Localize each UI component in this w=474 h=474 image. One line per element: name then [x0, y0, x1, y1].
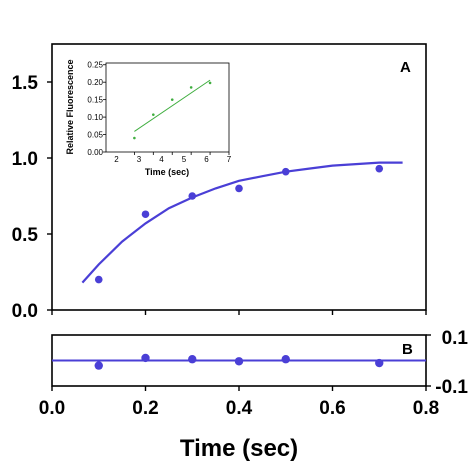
inset-data-point — [208, 81, 212, 85]
y-tick-label: 1.5 — [12, 73, 39, 94]
panel-a-label: A — [400, 59, 411, 76]
inset-x-tick-label: 3 — [137, 155, 142, 164]
x-tick-label: 0.2 — [132, 398, 158, 419]
residual-point — [375, 358, 384, 368]
inset-frame — [105, 62, 230, 153]
x-tick-label: 0.6 — [319, 398, 345, 419]
inset-fit-line — [134, 79, 211, 132]
x-axis-title: Time (sec) — [180, 435, 298, 462]
inset-x-tick-label: 7 — [227, 155, 232, 164]
inset-x-tick-label: 5 — [182, 155, 187, 164]
y-tick-label: 0.5 — [12, 225, 39, 246]
x-tick-label: 0.4 — [226, 398, 253, 419]
inset-y-tick-label: 0.20 — [87, 78, 103, 87]
fit-curve — [81, 161, 403, 284]
data-point — [141, 210, 150, 219]
residual-point — [281, 355, 290, 364]
inset-y-tick-label: 0.00 — [87, 148, 103, 157]
x-tick-label: 0.0 — [39, 398, 65, 419]
panel-b-label: B — [402, 341, 413, 358]
inset-y-tick-label: 0.05 — [87, 131, 103, 140]
inset-y-axis-title-group: Relative Fluorescence — [65, 59, 75, 154]
inset-y-tick-label: 0.15 — [87, 96, 103, 105]
data-point — [375, 164, 384, 173]
inset-y-tick-label: 0.10 — [87, 113, 103, 122]
x-tick-label: 0.8 — [413, 398, 439, 419]
data-point — [94, 275, 103, 284]
inset-data-point — [189, 86, 193, 89]
residual-point — [234, 357, 244, 366]
inset-x-tick-label: 4 — [159, 155, 164, 164]
inset-x-axis-title: Time (sec) — [145, 167, 189, 177]
inset-y-axis-title: Relative Fluorescence — [65, 59, 75, 154]
y-tick-label: 1.0 — [12, 149, 38, 170]
inset-data-point — [133, 136, 136, 140]
data-point — [281, 167, 290, 176]
panel-a-frame — [51, 43, 427, 311]
residual-point — [94, 361, 103, 370]
data-point — [188, 192, 197, 200]
inset-x-tick-label: 2 — [114, 155, 119, 164]
residual-point — [188, 355, 197, 364]
y-tick-label: 0.0 — [12, 301, 38, 322]
b-y-tick-label: -0.1 — [435, 377, 468, 398]
data-point — [235, 184, 243, 193]
b-y-tick-label: 0.1 — [442, 328, 469, 349]
inset-data-point — [152, 113, 155, 116]
inset-x-tick-label: 6 — [204, 155, 209, 164]
residual-point — [141, 353, 150, 363]
inset-y-tick-label: 0.25 — [87, 61, 103, 70]
inset-data-point — [170, 98, 174, 101]
